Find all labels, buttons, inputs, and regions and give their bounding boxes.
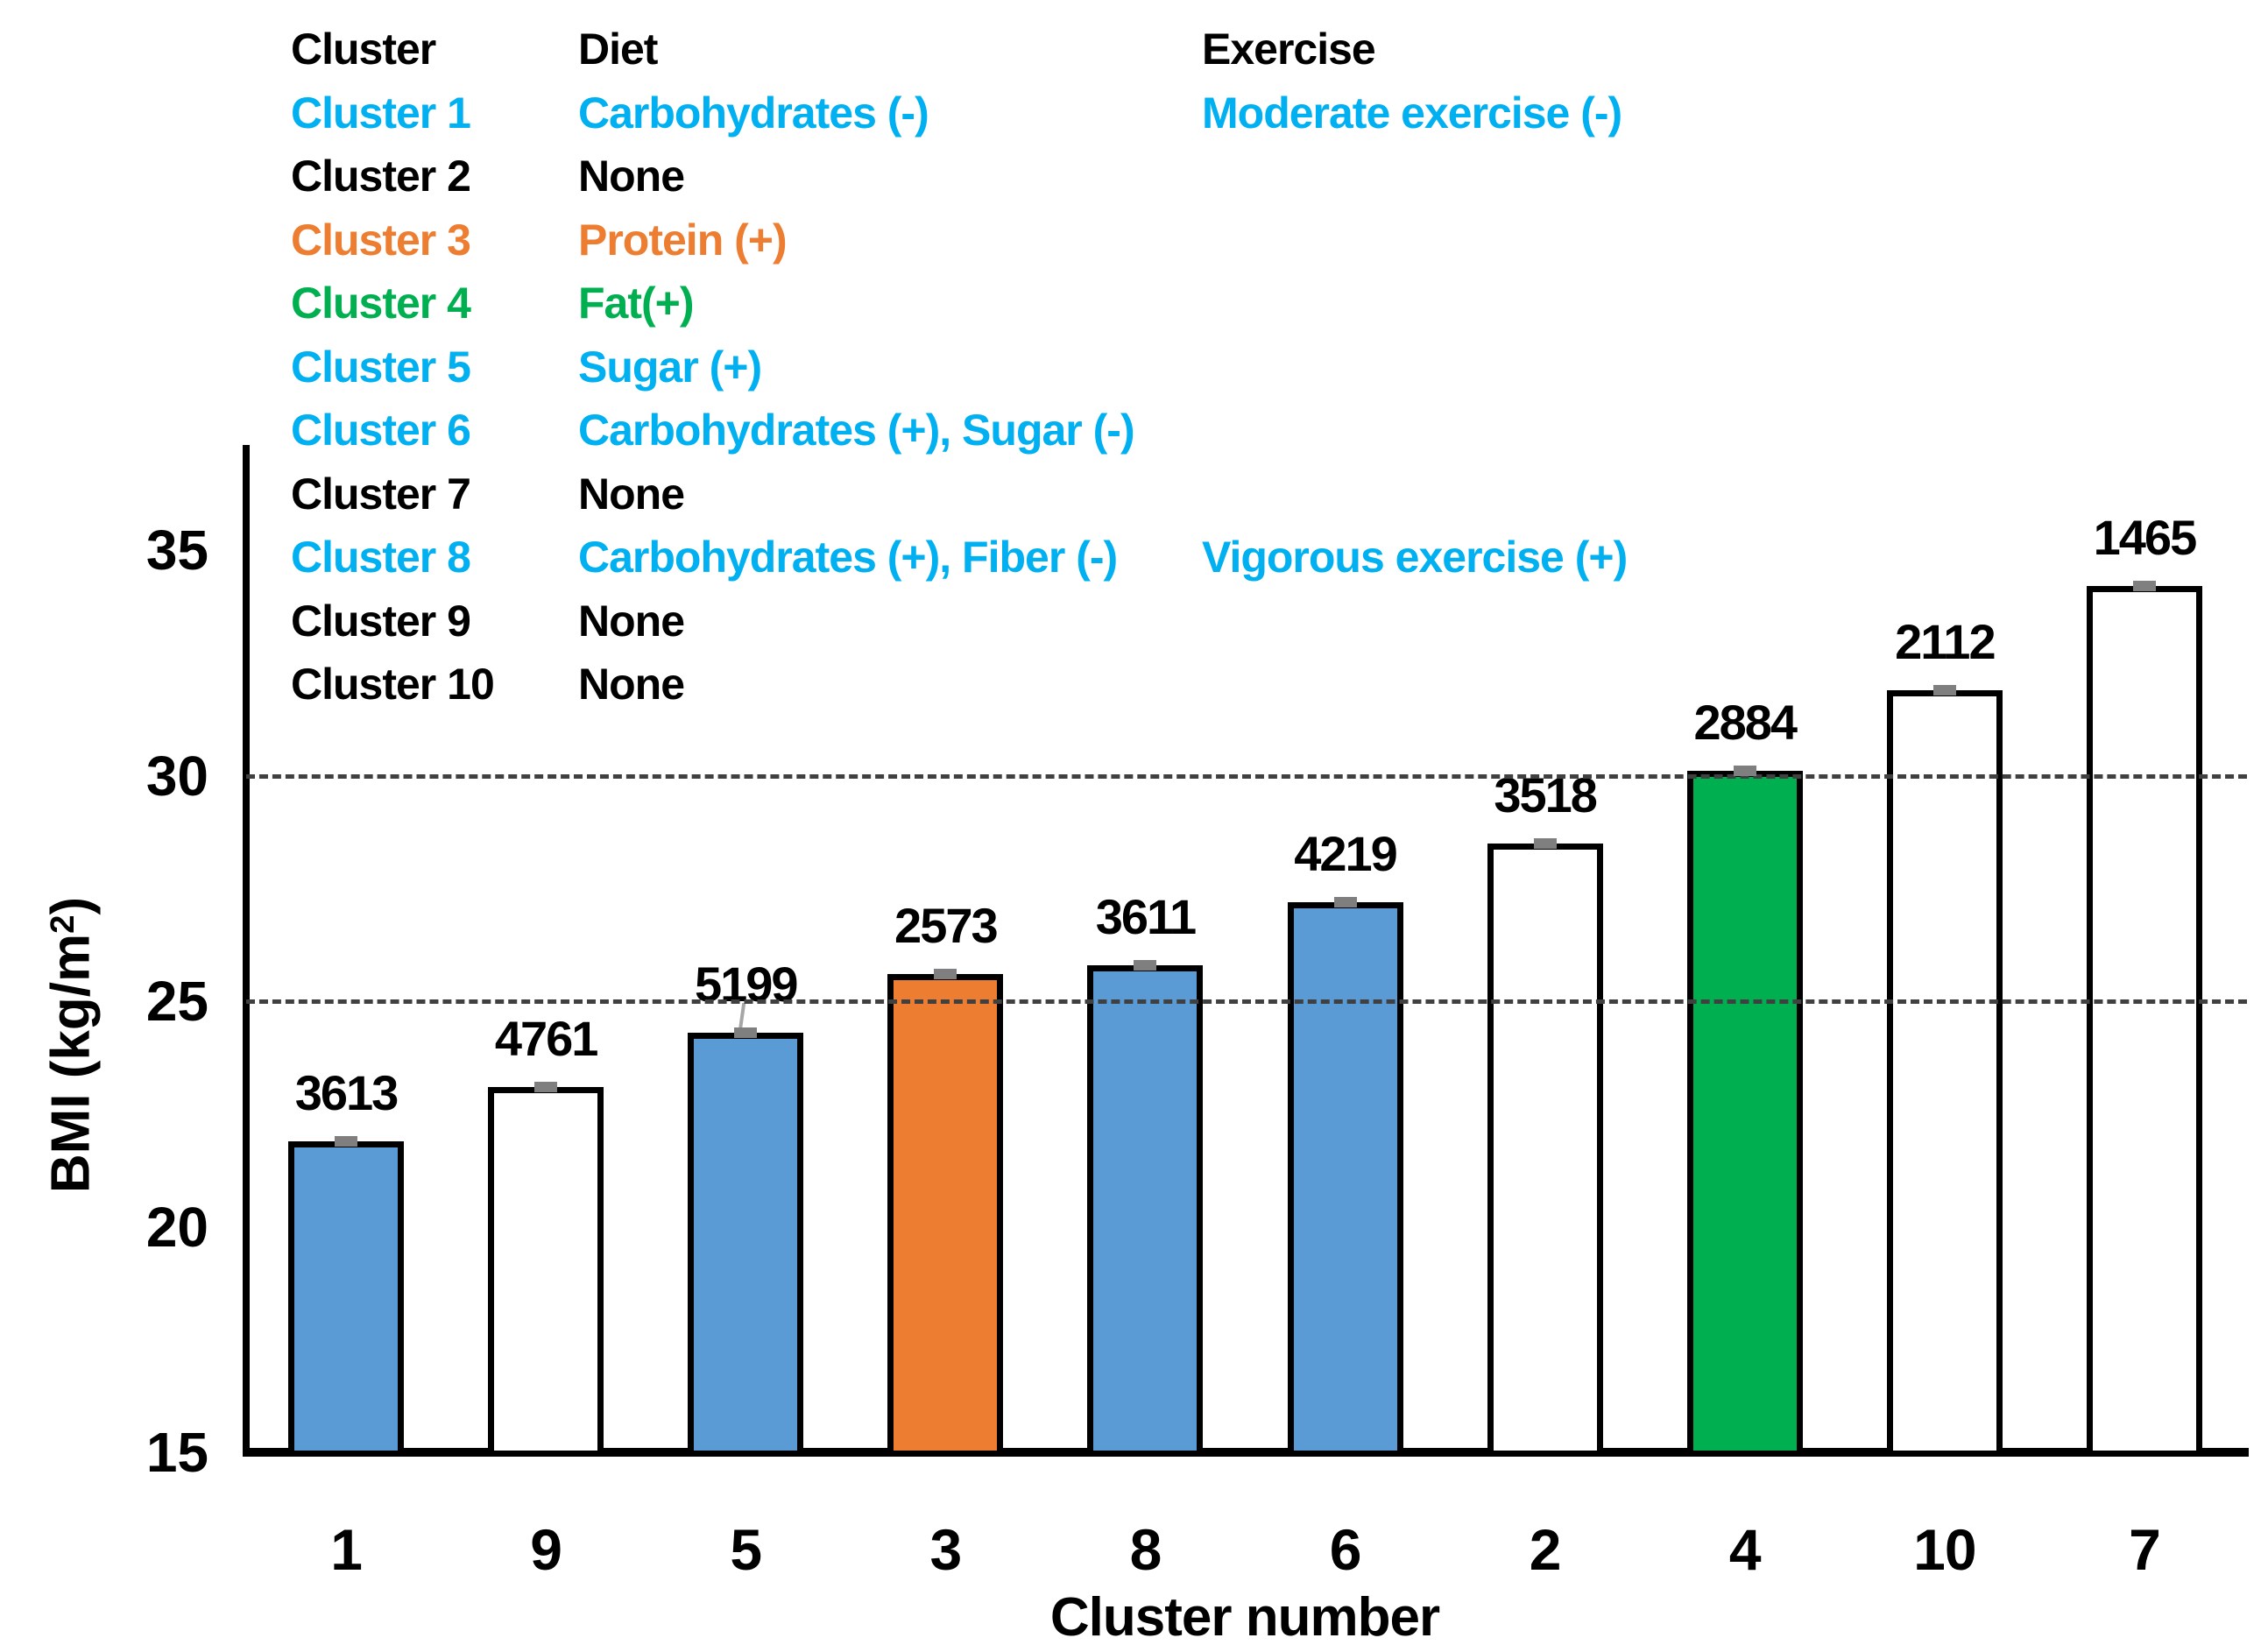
count-label-cluster-9: 4761 xyxy=(494,1010,599,1066)
legend-diet-label: Sugar (+) xyxy=(578,342,762,392)
legend-diet-label: None xyxy=(578,469,685,519)
legend-exercise-label xyxy=(1202,399,1990,462)
cluster-diet-exercise-legend: Cluster Diet Exercise Cluster 1 Carbohydrate… xyxy=(291,18,1990,717)
legend-diet-label: None xyxy=(578,596,685,646)
legend-exercise-label xyxy=(1202,462,1990,526)
error-bar-cluster-8 xyxy=(1134,959,1157,971)
count-label-cluster-4: 2884 xyxy=(1693,695,1798,751)
count-label-cluster-7: 1465 xyxy=(2093,510,2198,566)
legend-cluster-label: Cluster 8 xyxy=(291,533,471,582)
bar-cluster-4 xyxy=(1686,771,1803,1457)
legend-exercise-label xyxy=(1202,653,1990,717)
legend-diet-label: Carbohydrates (-) xyxy=(578,88,929,138)
x-tick-cluster-3: 3 xyxy=(929,1517,962,1582)
legend-exercise-label xyxy=(1202,272,1990,335)
count-label-cluster-1: 3613 xyxy=(294,1064,399,1120)
gridline-25 xyxy=(246,999,2247,1004)
bar-cluster-10 xyxy=(1886,689,2003,1457)
error-bar-cluster-7 xyxy=(2132,581,2156,592)
y-tick-15: 15 xyxy=(145,1421,208,1484)
legend-exercise-label: Vigorous exercise (+) xyxy=(1202,533,1628,582)
legend-cluster-label: Cluster 6 xyxy=(291,406,471,455)
legend-cluster-label: Cluster 5 xyxy=(291,342,471,392)
error-bar-cluster-3 xyxy=(934,969,957,980)
y-axis-line xyxy=(243,445,250,1457)
x-axis-title: Cluster number xyxy=(1049,1587,1440,1648)
legend-exercise-label xyxy=(1202,335,1990,399)
count-label-cluster-10: 2112 xyxy=(1895,613,1996,669)
legend-cluster-label: Cluster 2 xyxy=(291,152,471,201)
legend-exercise-label xyxy=(1202,145,1990,208)
legend-exercise-label xyxy=(1202,208,1990,272)
y-axis-title: BMI (kg/m2) xyxy=(40,896,102,1194)
y-tick-35: 35 xyxy=(145,519,208,582)
bar-cluster-5 xyxy=(688,1033,804,1457)
legend-cluster-label: Cluster 1 xyxy=(291,88,471,138)
bar-cluster-8 xyxy=(1087,964,1204,1457)
x-tick-cluster-7: 7 xyxy=(2129,1517,2161,1582)
bar-cluster-7 xyxy=(2086,586,2202,1457)
legend-diet-label: None xyxy=(578,660,685,710)
y-tick-20: 20 xyxy=(145,1195,208,1259)
legend-diet-label: Carbohydrates (+), Sugar (-) xyxy=(578,406,1135,455)
x-tick-cluster-10: 10 xyxy=(1913,1517,1976,1582)
count-label-cluster-6: 4219 xyxy=(1294,825,1398,881)
error-bar-cluster-1 xyxy=(335,1135,358,1147)
legend-exercise-label: Moderate exercise (-) xyxy=(1202,88,1622,138)
x-tick-cluster-1: 1 xyxy=(330,1517,363,1582)
error-bar-cluster-9 xyxy=(534,1081,558,1092)
legend-exercise-label xyxy=(1202,589,1990,653)
legend-cluster-label: Cluster 4 xyxy=(291,279,471,328)
legend-cluster-label: Cluster 10 xyxy=(291,660,495,710)
count-label-cluster-5: 5199 xyxy=(694,957,799,1013)
y-tick-30: 30 xyxy=(145,744,208,808)
count-label-cluster-3: 2573 xyxy=(894,898,999,954)
x-tick-cluster-2: 2 xyxy=(1529,1517,1562,1582)
count-label-cluster-8: 3611 xyxy=(1095,888,1198,944)
x-tick-cluster-4: 4 xyxy=(1728,1517,1762,1582)
x-tick-cluster-5: 5 xyxy=(730,1517,762,1582)
x-tick-cluster-8: 8 xyxy=(1129,1517,1162,1582)
x-axis-line xyxy=(243,1448,2249,1457)
y-tick-25: 25 xyxy=(145,970,208,1033)
legend-diet-label: None xyxy=(578,152,685,201)
legend-header-cluster: Cluster xyxy=(291,25,436,74)
error-bar-cluster-4 xyxy=(1733,766,1756,777)
legend-cluster-label: Cluster 7 xyxy=(291,469,471,519)
legend-header-diet: Diet xyxy=(578,25,658,74)
bar-cluster-1 xyxy=(288,1140,405,1457)
gridline-30 xyxy=(246,773,2247,779)
error-bar-cluster-5 xyxy=(734,1027,758,1039)
legend-diet-label: Fat(+) xyxy=(578,279,695,328)
legend-cluster-label: Cluster 9 xyxy=(291,596,471,646)
error-bar-cluster-10 xyxy=(1932,684,1956,695)
x-tick-cluster-6: 6 xyxy=(1329,1517,1362,1582)
legend-diet-label: Carbohydrates (+), Fiber (-) xyxy=(578,533,1118,582)
error-bar-cluster-2 xyxy=(1533,837,1557,849)
bar-cluster-9 xyxy=(488,1086,604,1457)
legend-header-exercise: Exercise xyxy=(1202,25,1376,74)
bar-cluster-2 xyxy=(1487,843,1603,1457)
legend-diet-label: Protein (+) xyxy=(578,215,788,265)
bar-cluster-6 xyxy=(1287,901,1403,1457)
x-tick-cluster-9: 9 xyxy=(530,1517,562,1582)
bar-cluster-3 xyxy=(887,974,1004,1457)
error-bar-cluster-6 xyxy=(1333,896,1357,907)
legend-cluster-label: Cluster 3 xyxy=(291,215,471,265)
